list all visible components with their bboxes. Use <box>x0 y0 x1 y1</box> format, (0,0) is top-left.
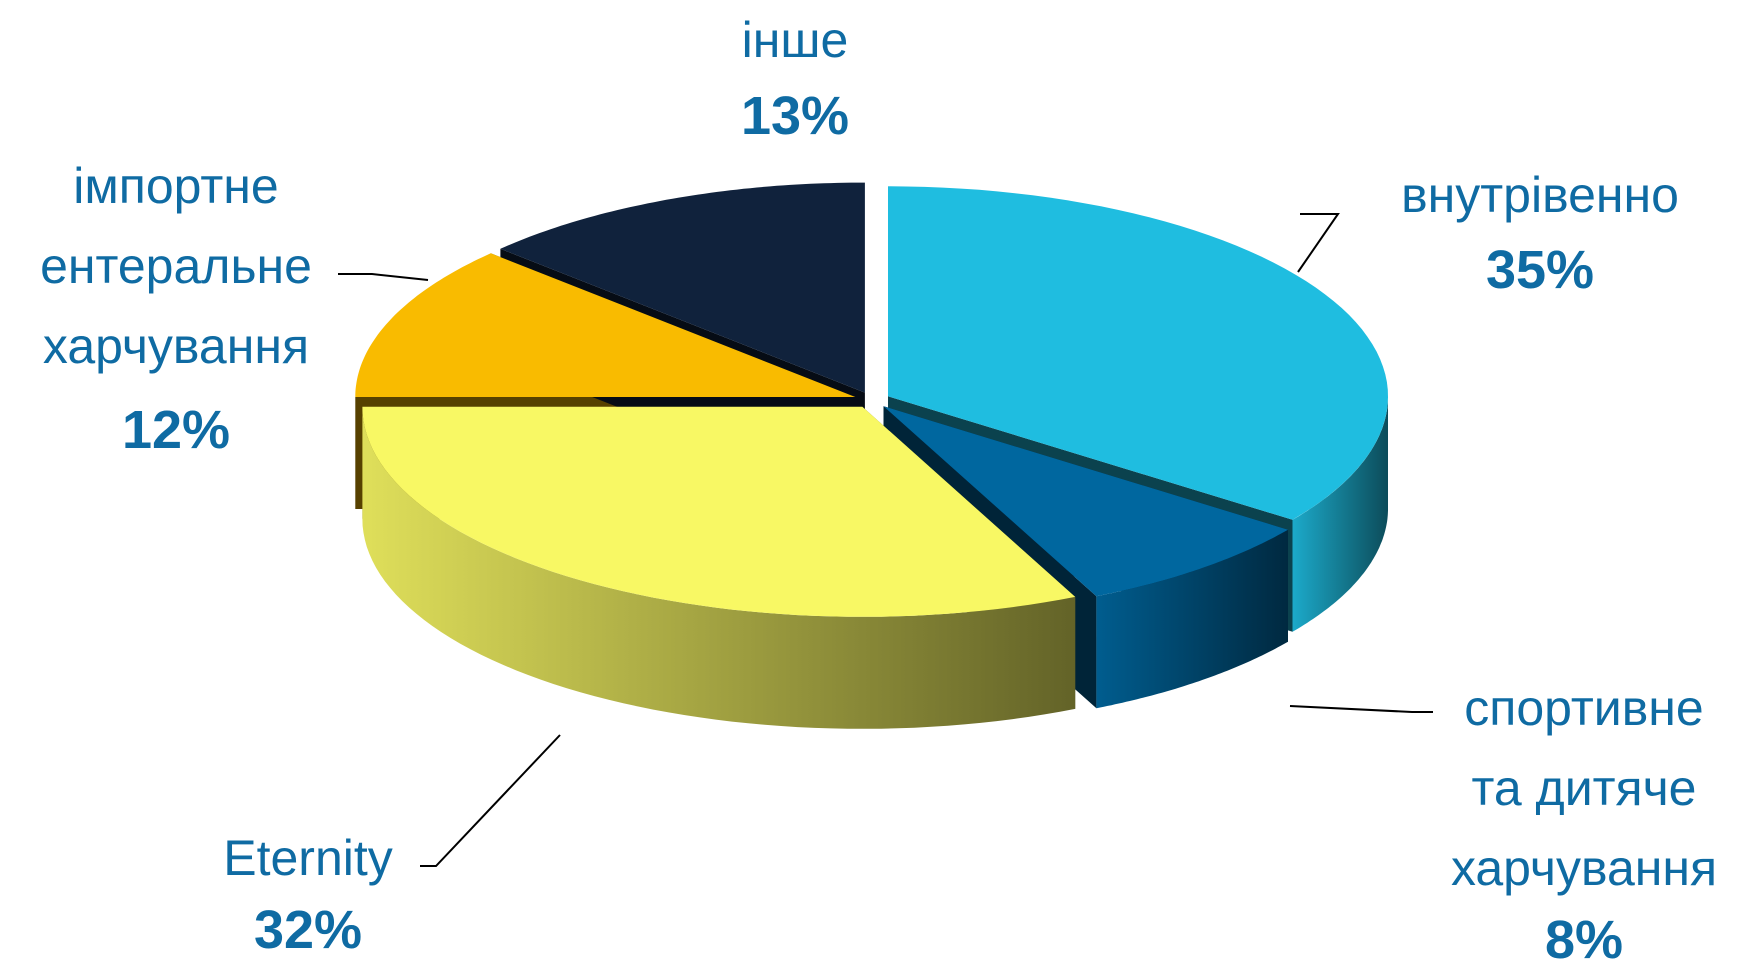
slice-label: Eternity <box>223 830 393 886</box>
slice <box>500 182 865 393</box>
slice <box>888 186 1388 520</box>
value-label: 8% <box>1544 910 1624 965</box>
leader-line <box>1289 705 1433 713</box>
value-label: 12% <box>121 400 231 460</box>
slice-label: інше <box>741 12 849 68</box>
slice-side <box>1096 529 1288 709</box>
leader-line <box>420 734 561 867</box>
value-label: 13% <box>740 86 850 146</box>
leader-line <box>338 273 429 281</box>
slice-label: імпортне ентеральне харчування <box>40 158 312 374</box>
slice-label: внутрівенно <box>1401 167 1679 223</box>
slice <box>355 253 856 397</box>
value-label: 32% <box>253 900 363 960</box>
slice <box>883 406 1288 597</box>
slice-side <box>362 406 1076 729</box>
value-label: 35% <box>1485 240 1595 300</box>
slice-side <box>1292 396 1388 632</box>
slice <box>362 406 1076 617</box>
slice-label: спортивне та дитяче харчування <box>1450 680 1718 896</box>
leader-line <box>1297 213 1340 273</box>
